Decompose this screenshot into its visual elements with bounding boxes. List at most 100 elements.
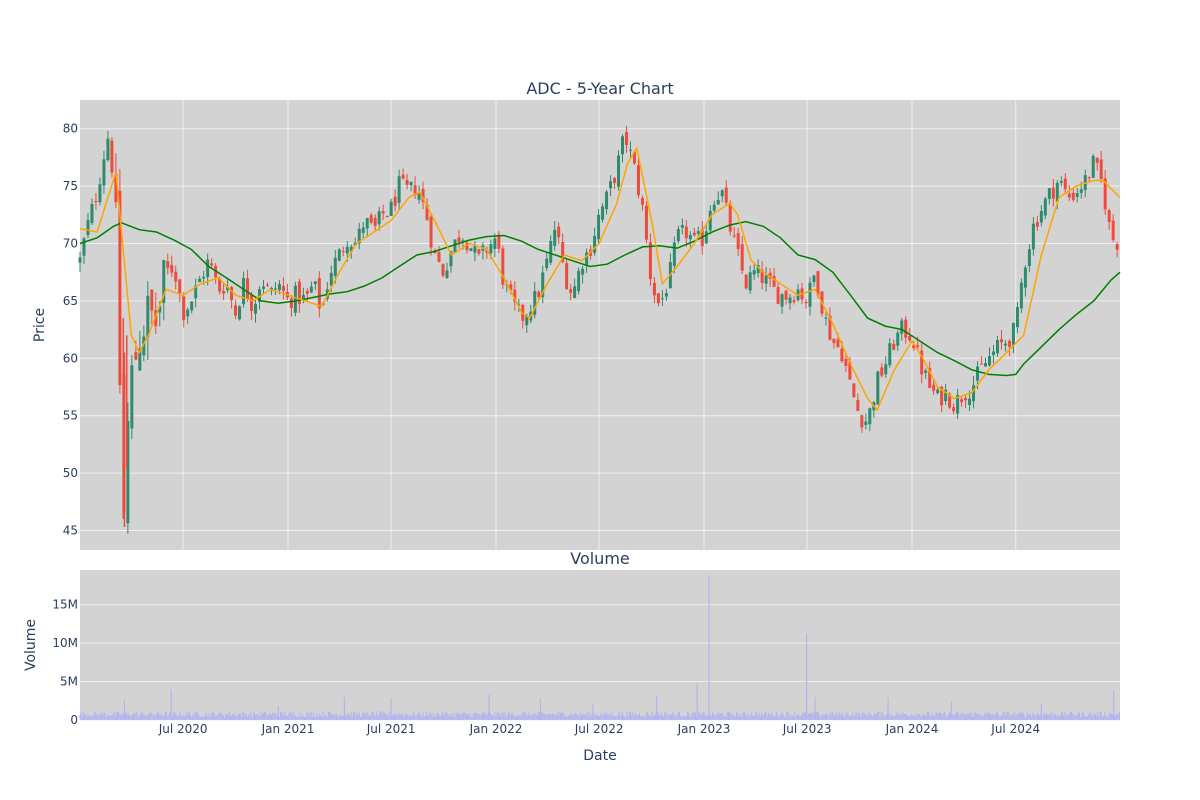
candle-up <box>1019 282 1023 309</box>
candle-down <box>892 343 896 350</box>
candle-down <box>457 237 461 243</box>
candle-down <box>281 286 285 291</box>
candle-up <box>824 317 828 319</box>
candle-down <box>1111 220 1115 240</box>
candle-up <box>884 364 888 375</box>
candle-up <box>864 421 868 425</box>
x-tick-label: Jul 2020 <box>158 722 208 736</box>
candle-up <box>102 159 106 186</box>
candle-up <box>345 246 349 254</box>
candle-up <box>365 218 369 229</box>
candle-up <box>349 246 353 252</box>
candle-up <box>493 238 497 249</box>
price-y-tick-label: 60 <box>63 351 78 365</box>
candle-up <box>664 293 668 297</box>
candle-down <box>613 177 617 183</box>
candle-down <box>178 279 182 294</box>
candle-down <box>250 294 254 311</box>
candle-down <box>182 296 186 321</box>
candle-down <box>776 287 780 304</box>
candle-down <box>1067 193 1071 198</box>
candle-down <box>816 271 820 296</box>
candle-up <box>541 272 545 298</box>
volume-bars <box>79 575 1120 720</box>
price-y-tick-labels: 45 50 55 60 65 70 75 80 <box>63 122 78 538</box>
volume-subplot-title: Volume <box>570 549 630 568</box>
candle-up <box>357 228 361 244</box>
candle-up <box>617 155 621 187</box>
candle-up <box>242 278 246 305</box>
candle-up <box>337 249 341 261</box>
candle-up <box>417 193 421 200</box>
candle-down <box>648 242 652 280</box>
candle-down <box>369 215 373 223</box>
candle-down <box>625 132 628 145</box>
candle-up <box>716 199 720 205</box>
candle-up <box>78 257 82 263</box>
price-gridlines <box>80 100 1120 550</box>
candle-down <box>832 338 836 344</box>
candle-down <box>728 203 732 232</box>
price-y-tick-label: 80 <box>63 122 78 136</box>
candle-down <box>1103 178 1107 210</box>
candle-up <box>628 149 632 151</box>
candle-down <box>561 242 565 262</box>
candle-down <box>341 251 345 253</box>
candle-down <box>1007 341 1011 347</box>
candle-up <box>896 332 900 346</box>
candle-down <box>860 415 864 428</box>
candle-up <box>82 238 86 256</box>
candle-down <box>880 367 884 376</box>
candle-up <box>333 257 337 276</box>
candle-up <box>680 224 684 228</box>
candle-down <box>497 234 501 249</box>
candle-up <box>988 356 991 366</box>
candle-up <box>397 176 401 203</box>
candle-down <box>960 399 964 402</box>
candle-down <box>1107 210 1111 222</box>
candle-up <box>708 210 712 231</box>
candle-up <box>764 275 768 284</box>
candle-down <box>289 298 293 308</box>
candle-up <box>258 289 262 302</box>
candle-down <box>980 363 984 365</box>
candle-up <box>525 315 529 326</box>
candle-up <box>262 286 265 289</box>
candle-up <box>238 306 242 320</box>
candle-down <box>1051 187 1055 199</box>
candle-up <box>1055 183 1059 202</box>
candle-up <box>409 181 413 186</box>
candle-up <box>868 408 872 425</box>
candle-down <box>317 278 321 309</box>
candle-up <box>956 394 960 414</box>
candle-down <box>437 252 441 262</box>
candle-down <box>632 151 636 164</box>
candle-up <box>605 191 609 210</box>
candle-up <box>1079 189 1083 193</box>
candle-down <box>784 290 788 300</box>
candle-up <box>194 285 198 299</box>
candle-down <box>210 263 214 266</box>
candle-down <box>652 283 656 296</box>
candle-up <box>1075 193 1079 197</box>
candle-up <box>597 214 601 240</box>
candle-up <box>206 259 210 277</box>
candle-up <box>1015 306 1019 328</box>
candle-up <box>900 320 904 334</box>
candle-down <box>110 140 114 173</box>
price-candles <box>78 125 1119 535</box>
candle-down <box>912 345 916 349</box>
candle-down <box>385 215 389 217</box>
candle-down <box>848 361 852 380</box>
candle-up <box>226 286 230 291</box>
candle-down <box>840 348 844 362</box>
candle-down <box>393 196 397 206</box>
candle-down <box>373 218 377 227</box>
candle-up <box>469 248 473 251</box>
price-y-tick-label: 45 <box>63 523 78 537</box>
candle-down <box>569 289 573 293</box>
candle-up <box>377 211 381 225</box>
candle-down <box>537 291 541 297</box>
candle-down <box>150 289 154 311</box>
candle-down <box>1087 177 1091 179</box>
